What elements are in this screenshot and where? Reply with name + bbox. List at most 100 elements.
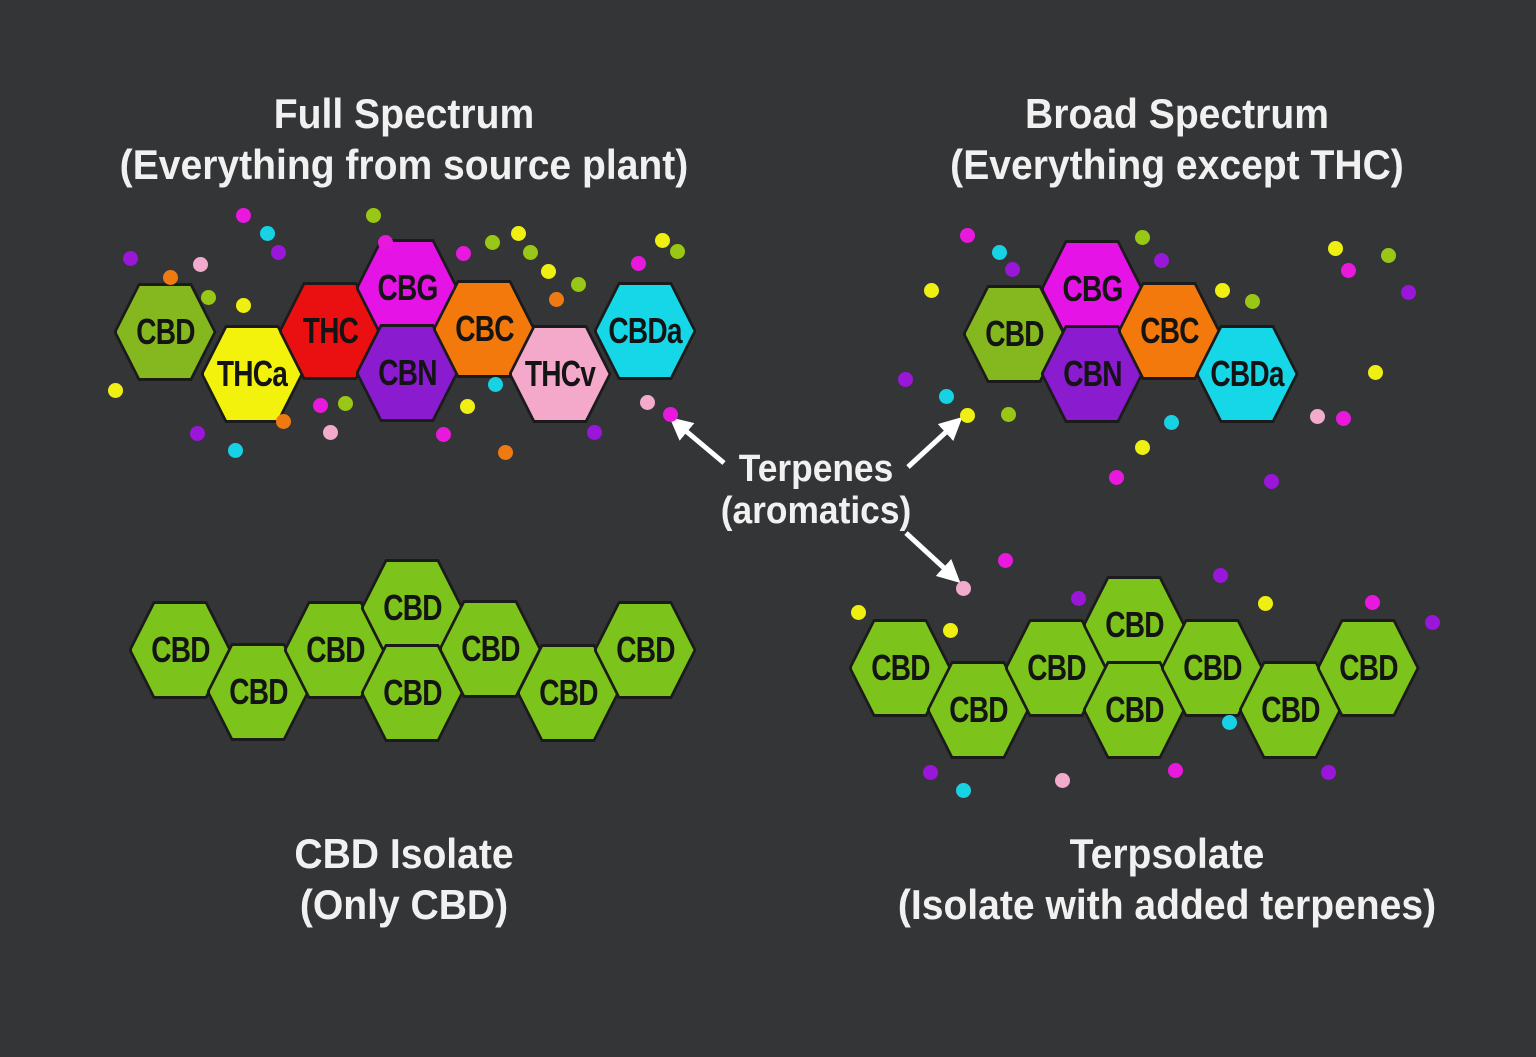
terpene-dot-green — [337, 395, 353, 411]
cbd-isolate-hex-cbd: CBD — [593, 601, 697, 699]
terpsolate-hex-cbd: CBD — [848, 619, 952, 717]
terpene-dot-magenta — [377, 234, 393, 250]
terpene-dot-yellow — [235, 297, 251, 313]
hex-label-cbd: CBD — [382, 587, 442, 628]
cbd-isolate-hex-cbd: CBD — [360, 644, 464, 742]
terpene-dot-yellow — [1214, 282, 1230, 298]
hex-label-cbd: CBD — [615, 629, 675, 670]
broad-spectrum-title-line1: Broad Spectrum — [1025, 90, 1329, 137]
terpene-dot-purple — [922, 764, 938, 780]
terpene-dot-cyan — [1221, 714, 1237, 730]
hex-label-cbd: CBD — [150, 629, 210, 670]
terpene-dot-magenta — [1340, 262, 1356, 278]
terpene-dot-green — [484, 234, 500, 250]
terpene-dot-purple — [897, 371, 913, 387]
hex-label-cbda: CBDa — [608, 310, 682, 351]
terpenes-arrow-2 — [906, 416, 963, 469]
full-spectrum-title-line2: (Everything from source plant) — [119, 141, 689, 188]
terpenes-label-line2: (aromatics) — [720, 490, 912, 532]
terpene-dot-cyan — [938, 388, 954, 404]
terpene-dot-magenta — [1167, 762, 1183, 778]
hex-label-thcv: THCv — [524, 353, 596, 394]
terpene-dot-orange — [548, 291, 564, 307]
broad-spectrum-hex-cbn: CBN — [1040, 325, 1144, 423]
terpene-dot-pink — [639, 394, 655, 410]
terpsolate-title: Terpsolate (Isolate with added terpenes) — [842, 828, 1493, 930]
terpene-dot-magenta — [1364, 594, 1380, 610]
terpsolate-title-line1: Terpsolate — [1069, 830, 1265, 877]
hex-label-cbc: CBC — [454, 308, 514, 349]
terpene-dot-magenta — [455, 245, 471, 261]
hex-label-cbd: CBD — [1104, 689, 1164, 730]
terpene-dot-green — [1380, 247, 1396, 263]
terpene-dot-purple — [1070, 590, 1086, 606]
terpene-dot-green — [1244, 293, 1260, 309]
terpene-dot-orange — [275, 413, 291, 429]
hex-label-cbd: CBD — [870, 647, 930, 688]
terpene-dot-magenta — [235, 207, 251, 223]
terpene-dot-yellow — [459, 398, 475, 414]
hex-label-thc: THC — [302, 310, 358, 351]
hex-label-cbc: CBC — [1139, 310, 1199, 351]
terpene-dot-magenta — [997, 552, 1013, 568]
terpene-dot-magenta — [312, 397, 328, 413]
terpenes-label: Terpenes (aromatics) — [621, 448, 1012, 532]
terpene-dot-green — [522, 244, 538, 260]
terpene-dot-green — [669, 243, 685, 259]
terpsolate-hex-cbd: CBD — [1316, 619, 1420, 717]
broad-spectrum-hex-cbg: CBG — [1040, 240, 1144, 338]
hex-label-cbd: CBD — [460, 628, 520, 669]
terpene-dot-pink — [1309, 408, 1325, 424]
terpene-dot-green — [1000, 406, 1016, 422]
full-spectrum-hex-cbda: CBDa — [593, 282, 697, 380]
hex-label-cbn: CBN — [377, 352, 437, 393]
terpene-dot-yellow — [540, 263, 556, 279]
terpene-dot-yellow — [654, 232, 670, 248]
full-spectrum-title-line1: Full Spectrum — [273, 90, 535, 137]
terpene-dot-yellow — [923, 282, 939, 298]
terpene-dot-cyan — [227, 442, 243, 458]
terpene-dot-cyan — [991, 244, 1007, 260]
terpene-dot-yellow — [942, 622, 958, 638]
terpene-dot-purple — [1400, 284, 1416, 300]
terpene-dot-pink — [192, 256, 208, 272]
terpene-dot-magenta — [630, 255, 646, 271]
terpene-dot-purple — [1424, 614, 1440, 630]
terpene-dot-purple — [1212, 567, 1228, 583]
terpene-dot-yellow — [1367, 364, 1383, 380]
hex-label-cbd: CBD — [382, 672, 442, 713]
hex-label-cbd: CBD — [948, 689, 1008, 730]
broad-spectrum-title: Broad Spectrum (Everything except THC) — [852, 88, 1503, 190]
full-spectrum-hex-cbd: CBD — [113, 283, 217, 381]
broad-spectrum-hex-cbda: CBDa — [1195, 325, 1299, 423]
terpene-dot-green — [200, 289, 216, 305]
terpene-dot-orange — [497, 444, 513, 460]
hex-label-cbn: CBN — [1062, 353, 1122, 394]
terpene-dot-yellow — [1327, 240, 1343, 256]
terpene-dot-cyan — [259, 225, 275, 241]
cbd-isolate-title-line2: (Only CBD) — [299, 881, 509, 928]
terpene-dot-pink — [955, 580, 971, 596]
hex-label-cbda: CBDa — [1210, 353, 1284, 394]
hex-label-cbd: CBD — [984, 313, 1044, 354]
terpene-dot-magenta — [662, 406, 678, 422]
terpene-dot-purple — [1263, 473, 1279, 489]
hex-label-thca: THCa — [216, 353, 288, 394]
hex-label-cbd: CBD — [135, 311, 195, 352]
hex-label-cbd: CBD — [228, 671, 288, 712]
hex-label-cbd: CBD — [1182, 647, 1242, 688]
cbd-isolate-title-line1: CBD Isolate — [294, 830, 514, 877]
terpene-dot-yellow — [1257, 595, 1273, 611]
hex-label-cbd: CBD — [1260, 689, 1320, 730]
hex-label-cbd: CBD — [1026, 647, 1086, 688]
terpene-dot-cyan — [1163, 414, 1179, 430]
terpenes-arrow-3 — [904, 531, 961, 584]
terpene-dot-pink — [1054, 772, 1070, 788]
terpene-dot-yellow — [510, 225, 526, 241]
terpene-dot-green — [570, 276, 586, 292]
terpene-dot-purple — [270, 244, 286, 260]
broad-spectrum-title-line2: (Everything except THC) — [950, 141, 1404, 188]
terpenes-label-line1: Terpenes — [738, 448, 894, 490]
terpsolate-title-line2: (Isolate with added terpenes) — [897, 881, 1437, 928]
